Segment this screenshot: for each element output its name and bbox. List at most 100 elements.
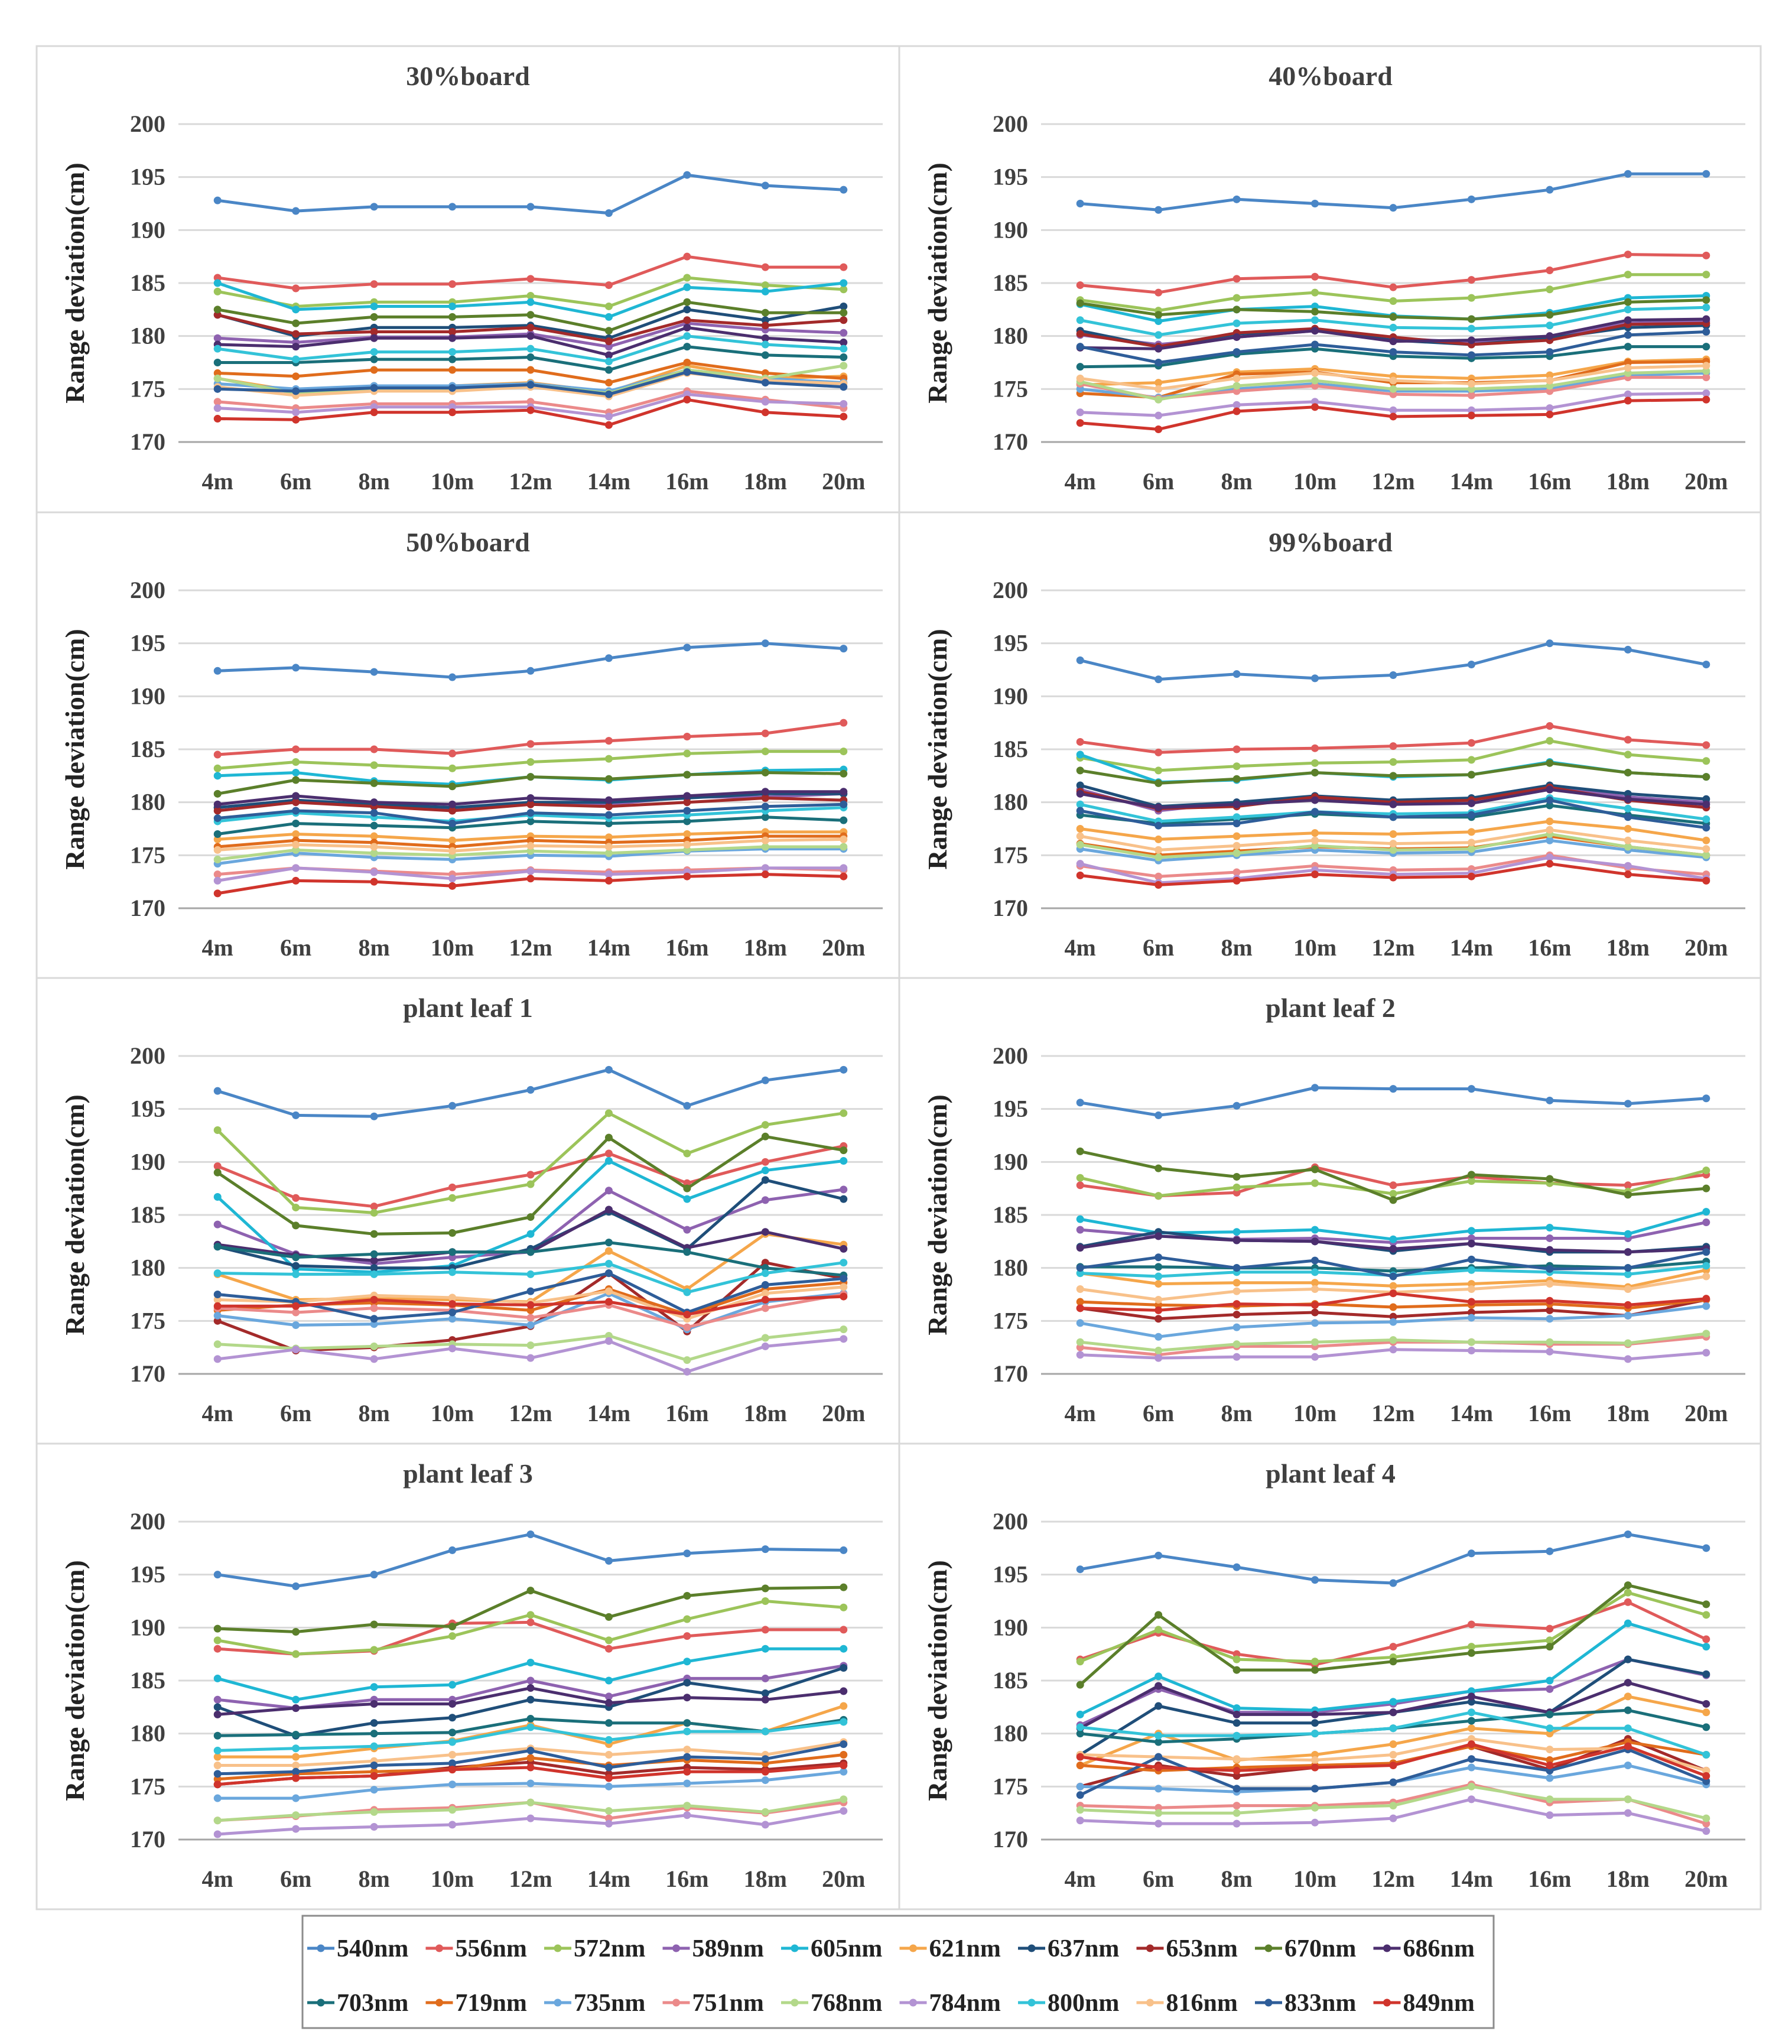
data-point — [1624, 768, 1632, 776]
data-point — [761, 1689, 769, 1698]
data-point — [1076, 1174, 1084, 1182]
series-768nm — [213, 1795, 848, 1825]
data-point — [526, 1248, 535, 1256]
data-point — [1467, 1234, 1475, 1242]
legend-label: 605nm — [811, 1935, 882, 1962]
data-point — [1232, 832, 1241, 840]
data-point — [1311, 1763, 1319, 1772]
data-point — [1624, 1339, 1632, 1347]
legend-item-800nm: 800nm — [1018, 1990, 1119, 2017]
data-point — [213, 830, 222, 838]
data-point — [1546, 817, 1554, 826]
data-point — [1389, 830, 1397, 838]
y-tick-label: 185 — [993, 1201, 1028, 1228]
data-point — [448, 384, 457, 392]
x-tick-label: 18m — [744, 934, 787, 961]
data-point — [1311, 870, 1319, 879]
data-point — [1546, 371, 1554, 379]
data-point — [1311, 796, 1319, 804]
data-point — [448, 302, 457, 310]
x-tick-label: 6m — [280, 1866, 311, 1892]
data-point — [1624, 1619, 1632, 1627]
data-point — [1311, 829, 1319, 837]
data-point — [840, 316, 848, 324]
series-621nm — [1076, 817, 1710, 844]
legend-item-703nm: 703nm — [307, 1990, 408, 2017]
data-point — [683, 1694, 691, 1702]
data-point — [370, 878, 378, 886]
data-point — [1076, 281, 1084, 290]
x-tick-label: 16m — [1528, 1400, 1571, 1426]
data-point — [448, 807, 457, 815]
data-point — [1702, 661, 1710, 669]
data-point — [292, 830, 300, 838]
data-point — [1389, 313, 1397, 321]
data-point — [1389, 1698, 1397, 1706]
series-556nm — [1076, 251, 1710, 297]
data-point — [1076, 1753, 1084, 1761]
data-point — [1467, 1687, 1475, 1695]
data-point — [370, 1808, 378, 1816]
x-tick-label: 10m — [1293, 468, 1336, 495]
data-point — [604, 1692, 613, 1701]
data-point — [213, 345, 222, 353]
data-point — [1076, 800, 1084, 808]
data-point — [1467, 1755, 1475, 1763]
data-point — [840, 1157, 848, 1165]
data-point — [1624, 870, 1632, 879]
data-point — [292, 415, 300, 424]
data-point — [213, 789, 222, 798]
data-point — [1389, 323, 1397, 332]
data-point — [1624, 843, 1632, 851]
data-point — [1389, 1802, 1397, 1810]
x-tick-label: 4m — [1065, 934, 1096, 961]
data-point — [840, 835, 848, 843]
data-point — [1154, 1301, 1163, 1309]
data-point — [1702, 1348, 1710, 1357]
y-tick-label: 185 — [993, 1667, 1028, 1694]
data-point — [370, 745, 378, 753]
data-point — [370, 313, 378, 321]
data-point — [526, 292, 535, 300]
data-point — [1076, 343, 1084, 351]
legend-marker — [672, 1944, 680, 1952]
data-point — [683, 1195, 691, 1203]
x-tick-label: 10m — [431, 468, 474, 495]
x-tick-label: 10m — [431, 1400, 474, 1426]
data-point — [526, 1684, 535, 1692]
data-point — [370, 1208, 378, 1217]
data-point — [1232, 1300, 1241, 1308]
data-point — [526, 1213, 535, 1221]
data-point — [448, 1546, 457, 1554]
series-540nm — [1076, 170, 1710, 214]
panel-title: 30%board — [406, 61, 530, 91]
data-point — [1702, 876, 1710, 885]
data-point — [1389, 385, 1397, 393]
data-point — [526, 1230, 535, 1238]
data-point — [526, 1171, 535, 1179]
data-point — [213, 1753, 222, 1761]
x-tick-label: 20m — [1684, 468, 1728, 495]
data-point — [604, 302, 613, 310]
data-point — [604, 1807, 613, 1815]
data-point — [1311, 768, 1319, 776]
data-point — [840, 1583, 848, 1591]
data-point — [1624, 1301, 1632, 1309]
series-849nm — [1076, 1289, 1710, 1314]
data-point — [1389, 1289, 1397, 1298]
data-point — [526, 875, 535, 883]
data-point — [448, 1253, 457, 1262]
data-point — [1624, 1598, 1632, 1606]
data-point — [1624, 789, 1632, 798]
x-tick-label: 16m — [665, 1866, 708, 1892]
data-point — [1624, 1181, 1632, 1190]
y-tick-label: 190 — [130, 216, 165, 243]
data-point — [1232, 348, 1241, 356]
y-tick-label: 195 — [993, 164, 1028, 190]
data-point — [1232, 374, 1241, 382]
data-point — [1076, 1710, 1084, 1718]
data-point — [1467, 276, 1475, 284]
data-point — [683, 1658, 691, 1666]
data-point — [1389, 1318, 1397, 1326]
data-point — [526, 1287, 535, 1295]
